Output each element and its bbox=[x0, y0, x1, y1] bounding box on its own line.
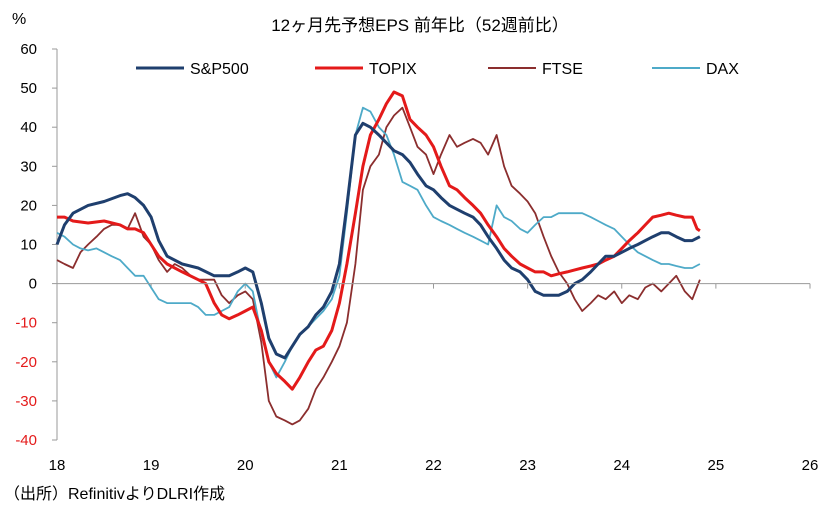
legend: S&P500 TOPIX FTSE DAX bbox=[136, 61, 739, 78]
legend-label-dax: DAX bbox=[706, 61, 739, 78]
x-tick-label: 20 bbox=[237, 457, 254, 474]
y-tick-label: -20 bbox=[15, 354, 37, 371]
y-tick-label: 0 bbox=[29, 276, 37, 293]
y-tick-label: 50 bbox=[20, 80, 37, 97]
y-tick-label: 10 bbox=[20, 237, 37, 254]
series-line-dax bbox=[56, 106, 701, 379]
series-line-ftse bbox=[56, 106, 701, 426]
y-tick-label: 40 bbox=[20, 119, 37, 136]
y-tick-label: 60 bbox=[20, 41, 37, 58]
series-line-topix bbox=[57, 90, 701, 391]
x-tick-label: 21 bbox=[331, 457, 348, 474]
series-line-sp500 bbox=[55, 121, 701, 360]
y-tick-label: -40 bbox=[15, 432, 37, 449]
y-tick-label: 30 bbox=[20, 158, 37, 175]
series-lines bbox=[55, 90, 701, 426]
x-tick-label: 24 bbox=[613, 457, 630, 474]
y-tick-label: 20 bbox=[20, 197, 37, 214]
y-axis-unit: % bbox=[12, 11, 26, 28]
x-tick-label: 23 bbox=[519, 457, 536, 474]
chart-title: 12ヶ月先予想EPS 前年比（52週前比） bbox=[271, 16, 569, 35]
y-tick-label: -10 bbox=[15, 315, 37, 332]
x-tick-label: 25 bbox=[708, 457, 725, 474]
legend-label-ftse: FTSE bbox=[542, 61, 583, 78]
y-axis-ticks: 60 50 40 30 20 10 0 -10 -20 -30 -40 bbox=[15, 41, 57, 449]
x-axis-ticks: 18 19 20 21 22 23 24 25 26 bbox=[49, 283, 819, 474]
x-tick-label: 26 bbox=[802, 457, 819, 474]
x-tick-label: 18 bbox=[49, 457, 66, 474]
y-tick-label: -30 bbox=[15, 393, 37, 410]
source-note: （出所）RefinitivよりDLRI作成 bbox=[4, 485, 225, 503]
legend-label-topix: TOPIX bbox=[369, 61, 417, 78]
legend-label-sp500: S&P500 bbox=[190, 61, 249, 78]
x-tick-label: 22 bbox=[425, 457, 442, 474]
x-tick-label: 19 bbox=[143, 457, 160, 474]
